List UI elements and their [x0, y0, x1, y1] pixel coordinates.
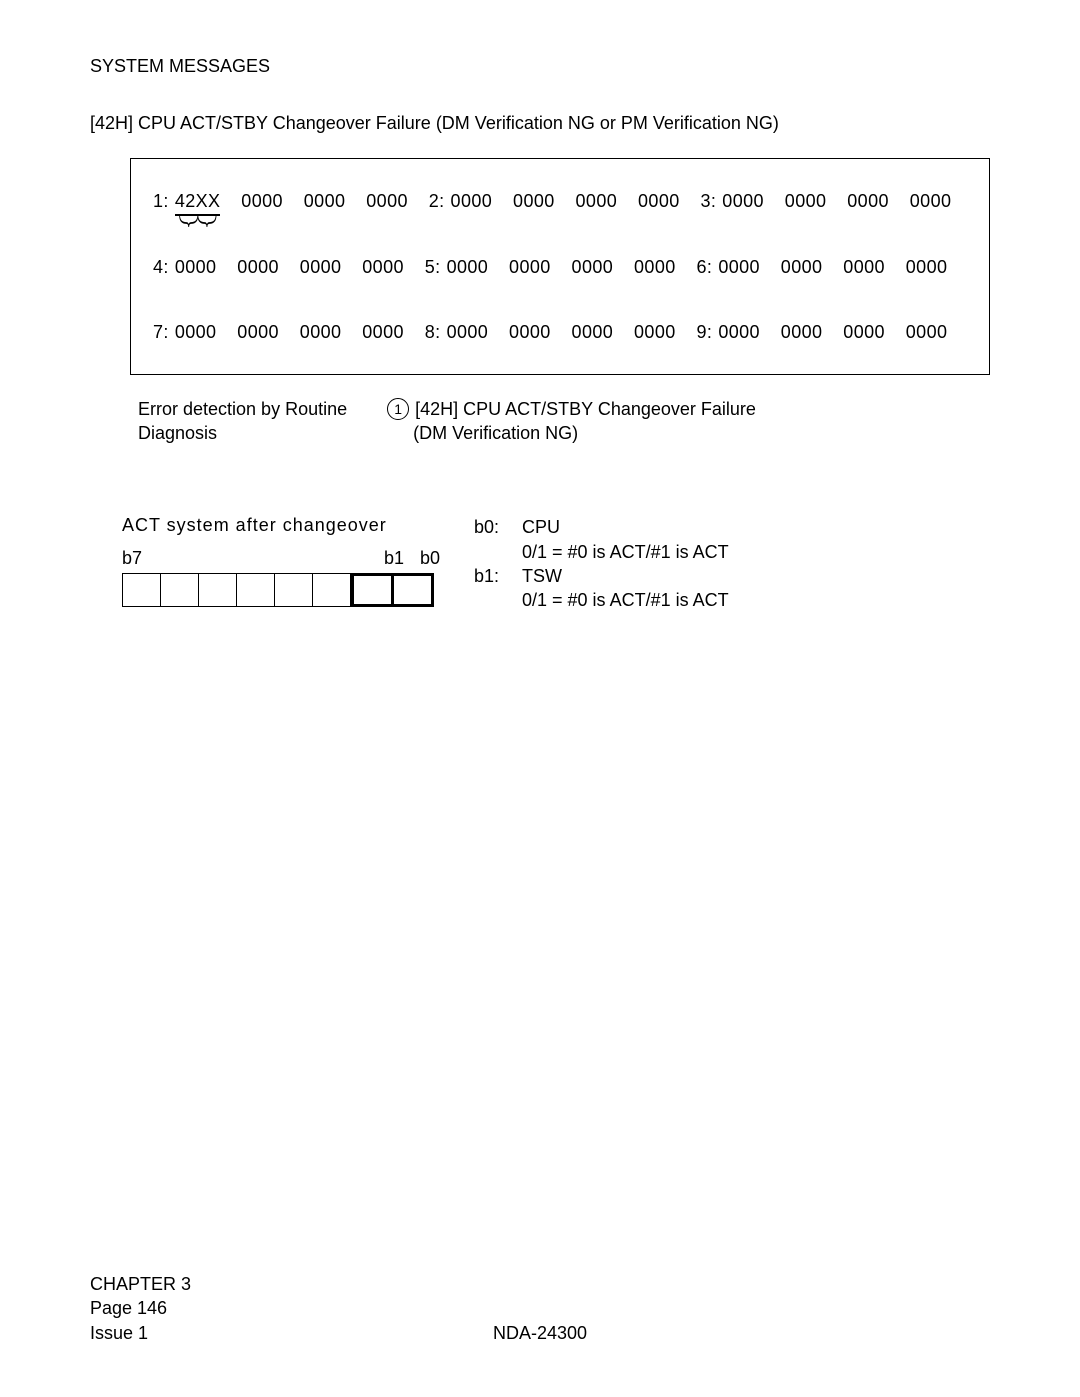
- hex-word: 0000: [366, 191, 408, 213]
- hex-word: 0000: [910, 191, 952, 213]
- page-title: [42H] CPU ACT/STBY Changeover Failure (D…: [90, 113, 990, 134]
- act-caption: ACT system after changeover: [122, 515, 442, 536]
- b0-name: CPU: [522, 515, 560, 539]
- label-b0: b0: [420, 548, 440, 569]
- hex-word: 0000: [237, 257, 279, 279]
- notes-row: Error detection by Routine Diagnosis 1 [4…: [138, 397, 990, 446]
- hex-row-label: 1:: [153, 191, 169, 213]
- hex-word: 0000: [847, 191, 889, 213]
- hex-word: 0000: [447, 322, 489, 344]
- label-b1: b1: [384, 548, 404, 569]
- bit-cell-b0: [394, 573, 434, 607]
- hex-row-label: 9:: [697, 322, 713, 344]
- footer-page: Page 146: [90, 1296, 191, 1320]
- hex-row-label: 3:: [700, 191, 716, 213]
- hex-word: 0000: [722, 191, 764, 213]
- hex-row-label: 7:: [153, 322, 169, 344]
- act-left: ACT system after changeover b7 b1 b0: [122, 515, 442, 607]
- hex-word: 0000: [638, 191, 680, 213]
- hex-word: 0000: [300, 257, 342, 279]
- bit-cell: [237, 573, 275, 607]
- bit-cell: [275, 573, 313, 607]
- b1-desc: 0/1 = #0 is ACT/#1 is ACT: [522, 588, 729, 612]
- act-system-section: ACT system after changeover b7 b1 b0 b0:: [122, 515, 990, 612]
- hex-word: 0000: [241, 191, 283, 213]
- hex-row: 4: 0000 0000 0000 0000 5: 0000 0000 0000 0…: [153, 257, 967, 279]
- brace-icon: [175, 213, 221, 227]
- bit-labels: b7 b1 b0: [122, 548, 442, 569]
- bit-cell: [313, 573, 351, 607]
- note-right-line2: (DM Verification NG): [413, 421, 756, 445]
- section-heading: SYSTEM MESSAGES: [90, 56, 990, 77]
- hex-word: 42XX: [175, 191, 221, 213]
- footer-docnum: NDA-24300: [493, 1323, 587, 1343]
- bit-cell: [122, 573, 161, 607]
- hex-word: 0000: [576, 191, 618, 213]
- hex-row-label: 4:: [153, 257, 169, 279]
- hex-word: 0000: [304, 191, 346, 213]
- byte-diagram: [122, 573, 434, 607]
- hex-word: 0000: [634, 322, 676, 344]
- hex-word: 0000: [300, 322, 342, 344]
- hex-word: 0000: [718, 257, 760, 279]
- hex-word: 0000: [362, 322, 404, 344]
- note-left-line2: Diagnosis: [138, 421, 347, 445]
- hex-word: 0000: [175, 322, 217, 344]
- note-left: Error detection by Routine Diagnosis: [138, 397, 347, 446]
- b0-desc: 0/1 = #0 is ACT/#1 is ACT: [522, 540, 729, 564]
- hex-word: 0000: [906, 322, 948, 344]
- b0-label: b0:: [474, 515, 522, 539]
- hex-row-label: 6:: [697, 257, 713, 279]
- hex-word: 0000: [785, 191, 827, 213]
- note-marker-icon: 1: [387, 398, 409, 420]
- bit-cell: [199, 573, 237, 607]
- note-right-line1: [42H] CPU ACT/STBY Changeover Failure: [415, 399, 756, 419]
- hex-row: 1: 42XX 0000 0000 0000 2: 0000 0000 0000 0…: [153, 191, 967, 213]
- hex-word: 0000: [509, 322, 551, 344]
- hex-word: 0000: [513, 191, 555, 213]
- hex-word: 0000: [175, 257, 217, 279]
- hex-row: 7: 0000 0000 0000 0000 8: 0000 0000 0000 0…: [153, 322, 967, 344]
- hex-word: 0000: [781, 257, 823, 279]
- hex-word: 0000: [781, 322, 823, 344]
- bit-cell: [161, 573, 199, 607]
- hex-row-label: 8:: [425, 322, 441, 344]
- page: SYSTEM MESSAGES [42H] CPU ACT/STBY Chang…: [0, 0, 1080, 1397]
- b1-label: b1:: [474, 564, 522, 588]
- hex-word: 0000: [447, 257, 489, 279]
- hex-word: 0000: [718, 322, 760, 344]
- hex-word: 0000: [906, 257, 948, 279]
- b1-name: TSW: [522, 564, 562, 588]
- hex-row-label: 5:: [425, 257, 441, 279]
- hex-word: 0000: [572, 257, 614, 279]
- hex-word: 0000: [237, 322, 279, 344]
- bit-cell-b1: [351, 573, 394, 607]
- hex-dump-box: 1: 42XX 0000 0000 0000 2: 0000 0000 0000 0…: [130, 158, 990, 375]
- hex-word: 0000: [634, 257, 676, 279]
- hex-word: 0000: [509, 257, 551, 279]
- footer-chapter: CHAPTER 3: [90, 1272, 191, 1296]
- hex-word: 0000: [362, 257, 404, 279]
- footer-center: NDA-24300: [0, 1321, 1080, 1345]
- hex-row-label: 2:: [429, 191, 445, 213]
- label-b7: b7: [122, 548, 142, 569]
- note-left-line1: Error detection by Routine: [138, 397, 347, 421]
- hex-word: 0000: [843, 257, 885, 279]
- hex-word: 0000: [843, 322, 885, 344]
- note-right: 1 [42H] CPU ACT/STBY Changeover Failure (…: [387, 397, 756, 446]
- hex-word: 0000: [572, 322, 614, 344]
- bit-descriptions: b0: CPU 0/1 = #0 is ACT/#1 is ACT b1: TS…: [474, 515, 729, 612]
- hex-word: 0000: [451, 191, 493, 213]
